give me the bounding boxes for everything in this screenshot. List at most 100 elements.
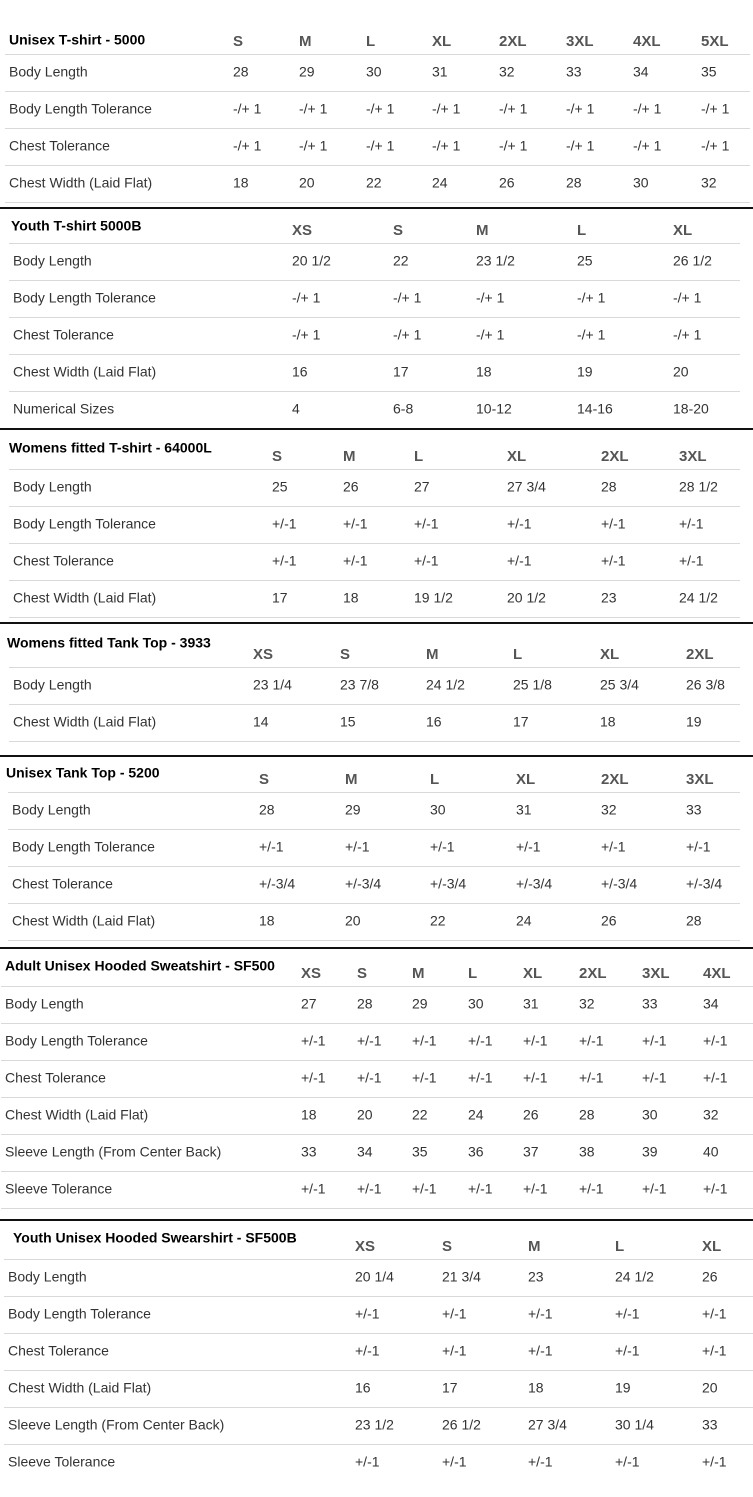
cell-value: 33: [566, 64, 582, 80]
cell-value: +/-1: [528, 1306, 553, 1322]
cell-value: +/-1: [703, 1070, 728, 1086]
cell-value: 27 3/4: [507, 479, 546, 495]
cell-value: 27: [414, 479, 430, 495]
cell-value: +/-1: [601, 553, 626, 569]
cell-value: 18: [528, 1380, 544, 1396]
cell-value: -/+ 1: [432, 138, 461, 154]
cell-value: -/+ 1: [701, 138, 730, 154]
cell-value: +/-1: [686, 839, 711, 855]
row-label: Chest Width (Laid Flat): [13, 714, 156, 730]
cell-value: -/+ 1: [476, 290, 505, 306]
cell-value: +/-1: [601, 839, 626, 855]
cell-value: 24 1/2: [615, 1269, 654, 1285]
cell-value: +/-1: [615, 1454, 640, 1470]
cell-value: -/+ 1: [476, 327, 505, 343]
cell-value: +/-3/4: [601, 876, 637, 892]
cell-value: +/-3/4: [259, 876, 295, 892]
cell-value: 24: [432, 175, 448, 191]
row-label: Body Length: [13, 479, 92, 495]
cell-value: 14-16: [577, 401, 613, 417]
cell-value: 20: [673, 364, 689, 380]
row-label: Chest Width (Laid Flat): [12, 913, 155, 929]
size-header: 5XL: [701, 33, 729, 50]
cell-value: 14: [253, 714, 269, 730]
size-header: 3XL: [686, 771, 714, 788]
cell-value: +/-1: [468, 1181, 493, 1197]
cell-value: +/-1: [272, 553, 297, 569]
cell-value: 31: [432, 64, 448, 80]
cell-value: +/-1: [579, 1181, 604, 1197]
cell-value: 22: [393, 253, 409, 269]
cell-value: 18: [600, 714, 616, 730]
cell-value: +/-1: [516, 839, 541, 855]
cell-value: 28: [566, 175, 582, 191]
cell-value: +/-3/4: [516, 876, 552, 892]
row-label: Sleeve Tolerance: [5, 1181, 112, 1197]
cell-value: +/-3/4: [686, 876, 722, 892]
size-header: XL: [432, 33, 451, 50]
cell-value: +/-1: [343, 553, 368, 569]
cell-value: 30: [642, 1107, 658, 1123]
size-header: XL: [523, 965, 542, 982]
cell-value: 29: [299, 64, 315, 80]
cell-value: +/-1: [357, 1181, 382, 1197]
cell-value: +/-1: [615, 1306, 640, 1322]
size-header: S: [259, 771, 269, 788]
cell-value: 35: [701, 64, 717, 80]
cell-value: 30 1/4: [615, 1417, 654, 1433]
size-header: XL: [507, 448, 526, 465]
cell-value: 23 7/8: [340, 677, 379, 693]
row-label: Chest Width (Laid Flat): [13, 590, 156, 606]
cell-value: 18: [301, 1107, 317, 1123]
cell-value: -/+ 1: [299, 101, 328, 117]
cell-value: 4: [292, 401, 300, 417]
cell-value: 32: [703, 1107, 719, 1123]
cell-value: +/-1: [414, 553, 439, 569]
cell-value: +/-1: [430, 839, 455, 855]
row-label: Sleeve Tolerance: [8, 1454, 115, 1470]
size-header: L: [366, 33, 375, 50]
cell-value: 26 3/8: [686, 677, 725, 693]
row-label: Chest Width (Laid Flat): [5, 1107, 148, 1123]
row-label: Chest Width (Laid Flat): [13, 364, 156, 380]
cell-value: 32: [579, 996, 595, 1012]
size-header: M: [345, 771, 358, 788]
size-header: XL: [516, 771, 535, 788]
size-header: 4XL: [703, 965, 731, 982]
cell-value: 31: [516, 802, 532, 818]
cell-value: 28: [357, 996, 373, 1012]
cell-value: 16: [355, 1380, 371, 1396]
cell-value: +/-1: [412, 1033, 437, 1049]
cell-value: 32: [701, 175, 717, 191]
cell-value: -/+ 1: [432, 101, 461, 117]
row-label: Body Length: [13, 677, 92, 693]
cell-value: 22: [366, 175, 382, 191]
cell-value: 18: [476, 364, 492, 380]
size-header: 2XL: [579, 965, 607, 982]
size-header: M: [412, 965, 425, 982]
cell-value: 28: [579, 1107, 595, 1123]
cell-value: +/-1: [259, 839, 284, 855]
cell-value: 26 1/2: [673, 253, 712, 269]
cell-value: 29: [345, 802, 361, 818]
cell-value: 32: [601, 802, 617, 818]
cell-value: 20: [299, 175, 315, 191]
size-header: XL: [673, 222, 692, 239]
row-label: Body Length: [5, 996, 84, 1012]
cell-value: +/-1: [702, 1454, 727, 1470]
cell-value: +/-1: [468, 1033, 493, 1049]
row-label: Body Length: [9, 64, 88, 80]
cell-value: +/-1: [357, 1070, 382, 1086]
cell-value: +/-1: [579, 1070, 604, 1086]
row-label: Body Length Tolerance: [12, 839, 155, 855]
cell-value: +/-1: [301, 1181, 326, 1197]
cell-value: +/-1: [703, 1033, 728, 1049]
cell-value: -/+ 1: [393, 327, 422, 343]
row-label: Body Length: [12, 802, 91, 818]
cell-value: +/-1: [357, 1033, 382, 1049]
size-header: 4XL: [633, 33, 661, 50]
cell-value: 26: [601, 913, 617, 929]
cell-value: +/-1: [414, 516, 439, 532]
cell-value: 23 1/2: [355, 1417, 394, 1433]
